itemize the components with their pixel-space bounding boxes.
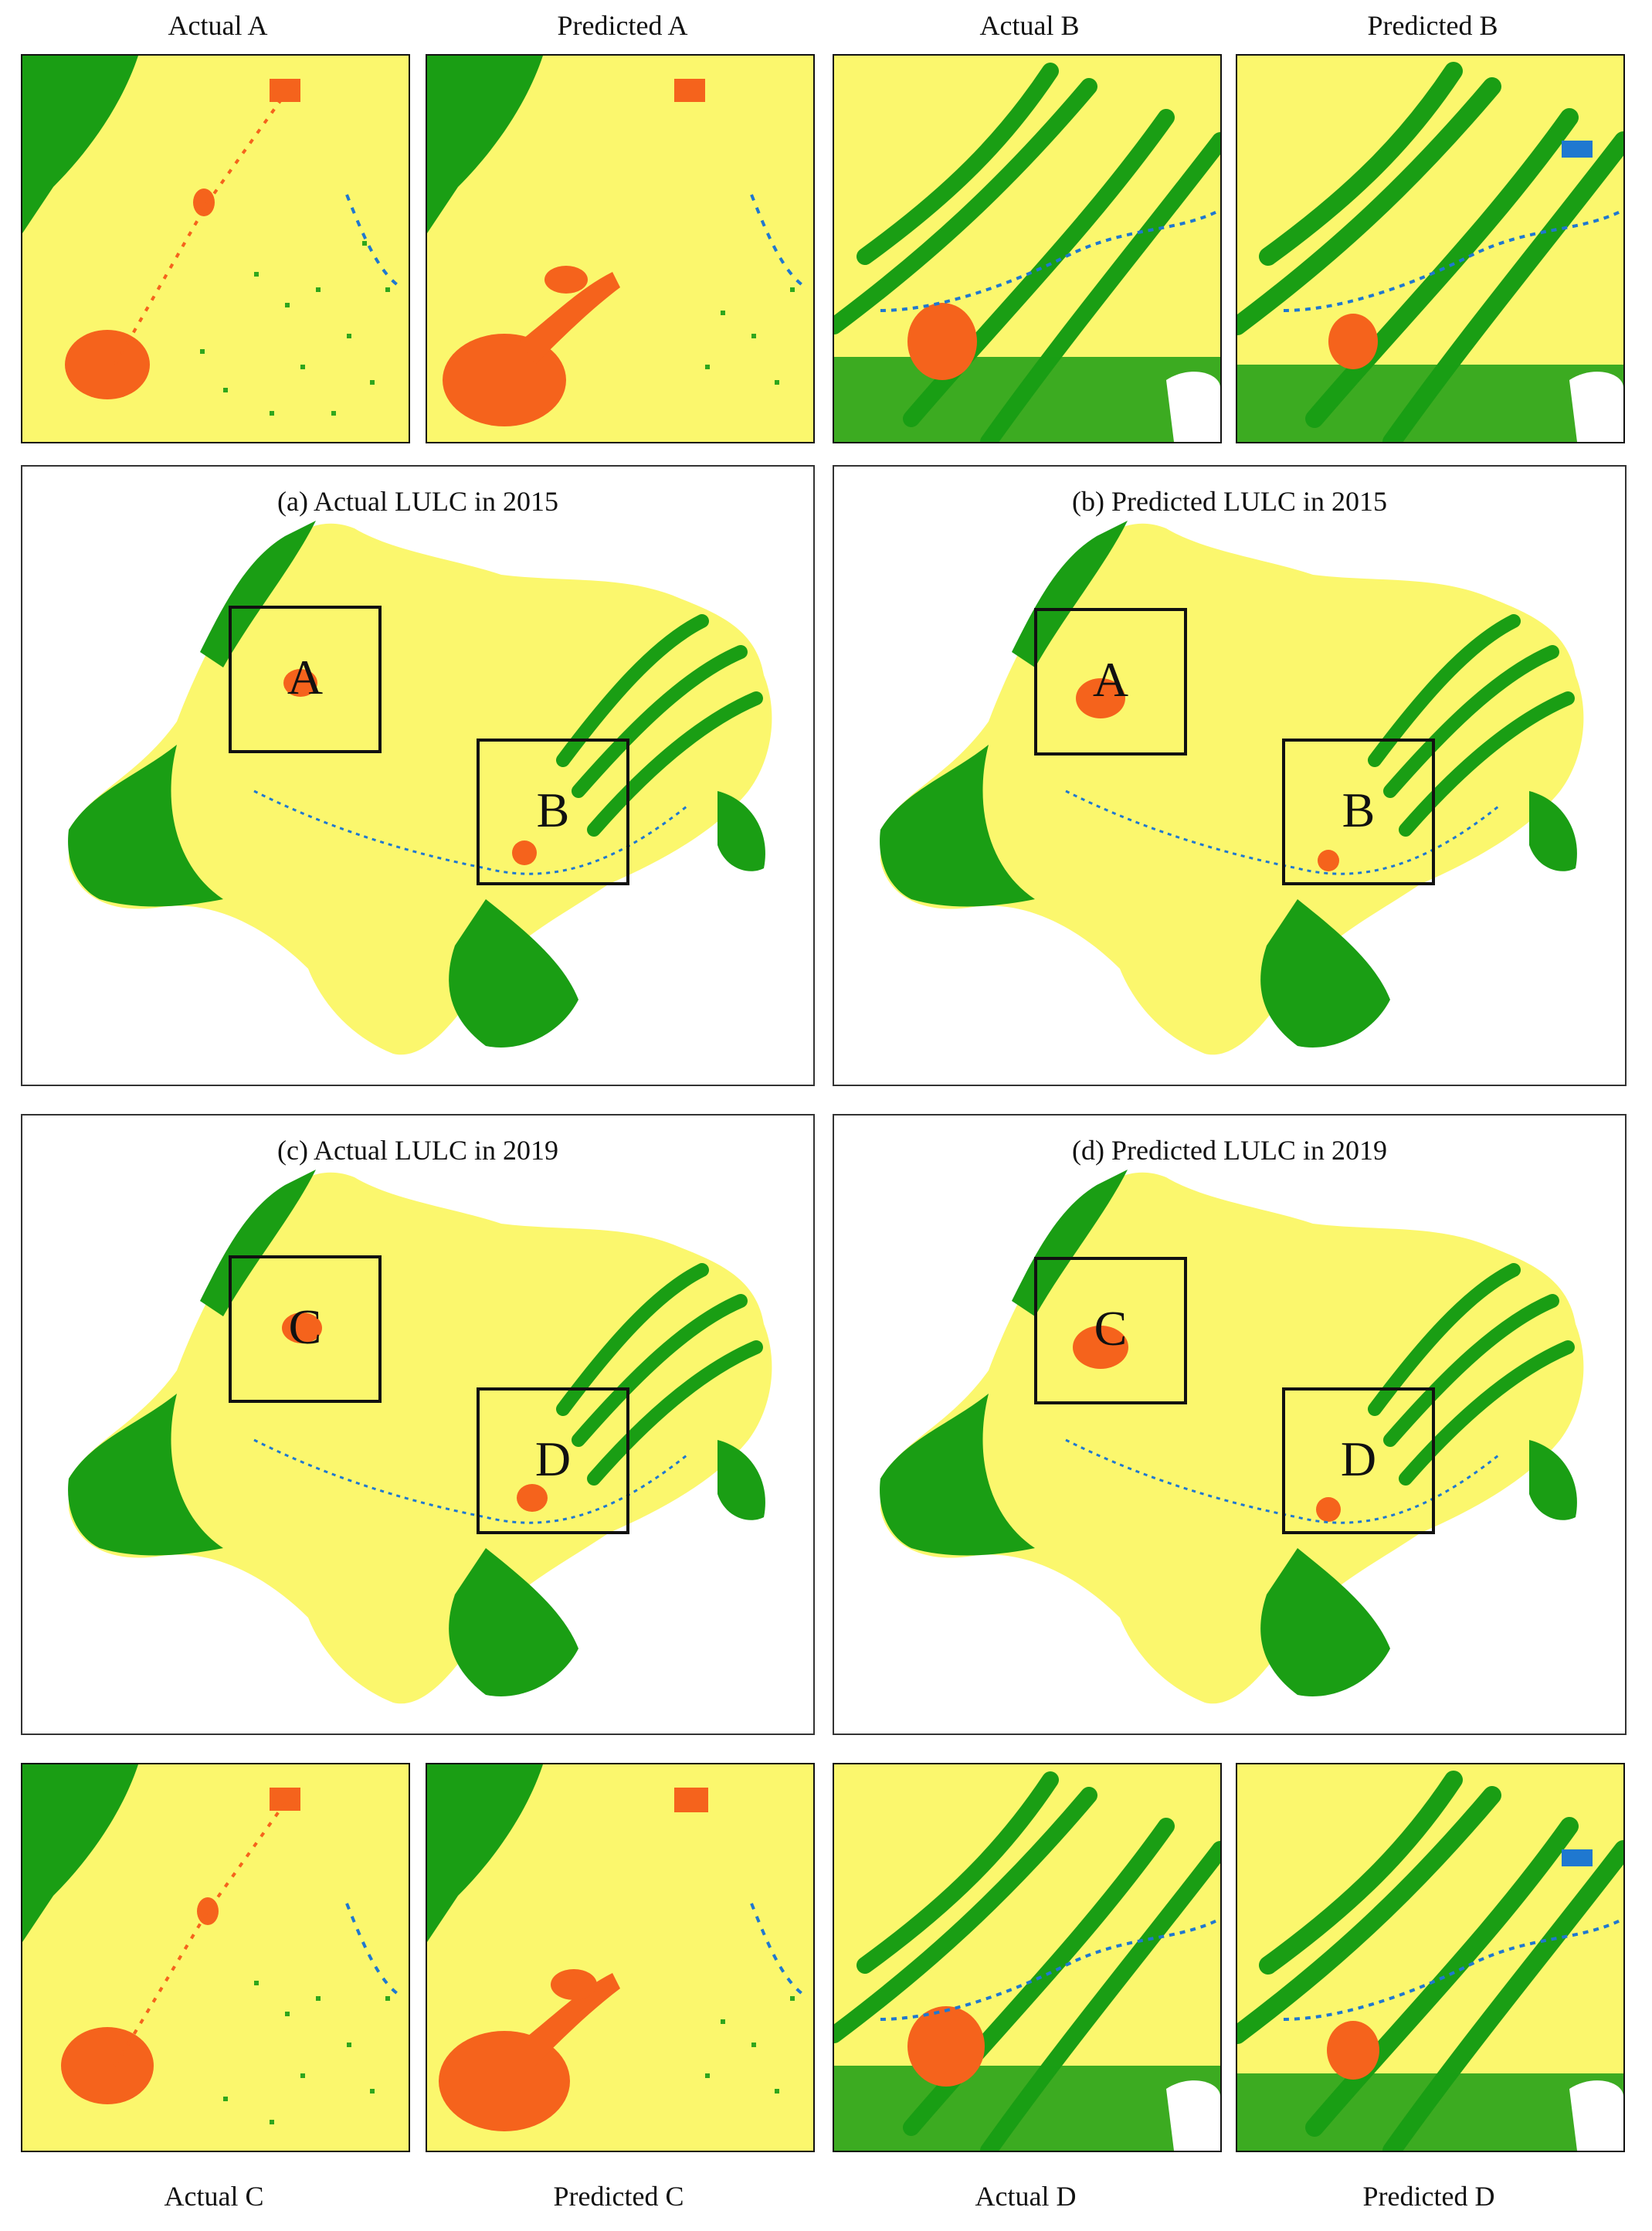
label-actual-c: Actual C xyxy=(164,2181,264,2212)
zoom-box-d xyxy=(477,1387,629,1534)
label-predicted-c: Predicted C xyxy=(553,2181,684,2212)
region-map xyxy=(68,1170,772,1704)
zoom-box-label: D xyxy=(1341,1431,1376,1486)
zoom-box-b xyxy=(477,739,629,885)
region-map xyxy=(880,521,1584,1055)
zoom-box-label: B xyxy=(537,783,570,837)
zoom-map-actual-c xyxy=(21,1763,410,2152)
label-actual-a: Actual A xyxy=(168,10,268,41)
panel-title: (b) Predicted LULC in 2015 xyxy=(1072,486,1387,517)
label-actual-d: Actual D xyxy=(975,2181,1077,2212)
map-panel-a: (a) Actual LULC in 2015 A B xyxy=(21,465,815,1086)
zoom-box-d xyxy=(1282,1387,1435,1534)
zoom-map-predicted-b xyxy=(1236,54,1625,443)
zoom-box-b xyxy=(1282,739,1435,885)
panel-title: (a) Actual LULC in 2015 xyxy=(277,486,558,517)
zoom-box-c xyxy=(229,1255,382,1403)
zoom-box-label: B xyxy=(1342,783,1376,837)
zoom-box-label: C xyxy=(1094,1301,1128,1356)
map-panel-d: (d) Predicted LULC in 2019 C D xyxy=(833,1114,1627,1735)
label-predicted-d: Predicted D xyxy=(1362,2181,1495,2212)
zoom-box-label: C xyxy=(289,1299,322,1354)
zoom-box-label: A xyxy=(287,650,323,705)
label-predicted-a: Predicted A xyxy=(557,10,688,41)
label-actual-b: Actual B xyxy=(979,10,1080,41)
zoom-box-a xyxy=(229,606,382,753)
region-map xyxy=(880,1170,1584,1704)
zoom-box-a xyxy=(1034,608,1187,756)
zoom-map-predicted-d xyxy=(1236,1763,1625,2152)
zoom-map-predicted-a xyxy=(426,54,815,443)
zoom-map-actual-d xyxy=(833,1763,1222,2152)
map-panel-c: (c) Actual LULC in 2019 C D xyxy=(21,1114,815,1735)
zoom-box-label: D xyxy=(535,1431,571,1486)
map-panel-b: (b) Predicted LULC in 2015 A B xyxy=(833,465,1627,1086)
panel-title: (c) Actual LULC in 2019 xyxy=(277,1135,558,1166)
zoom-map-predicted-c xyxy=(426,1763,815,2152)
zoom-map-actual-a xyxy=(21,54,410,443)
panel-title: (d) Predicted LULC in 2019 xyxy=(1072,1135,1387,1166)
zoom-box-c xyxy=(1034,1257,1187,1404)
label-predicted-b: Predicted B xyxy=(1367,10,1498,41)
region-map xyxy=(68,521,772,1055)
zoom-map-actual-b xyxy=(833,54,1222,443)
zoom-box-label: A xyxy=(1093,652,1128,707)
